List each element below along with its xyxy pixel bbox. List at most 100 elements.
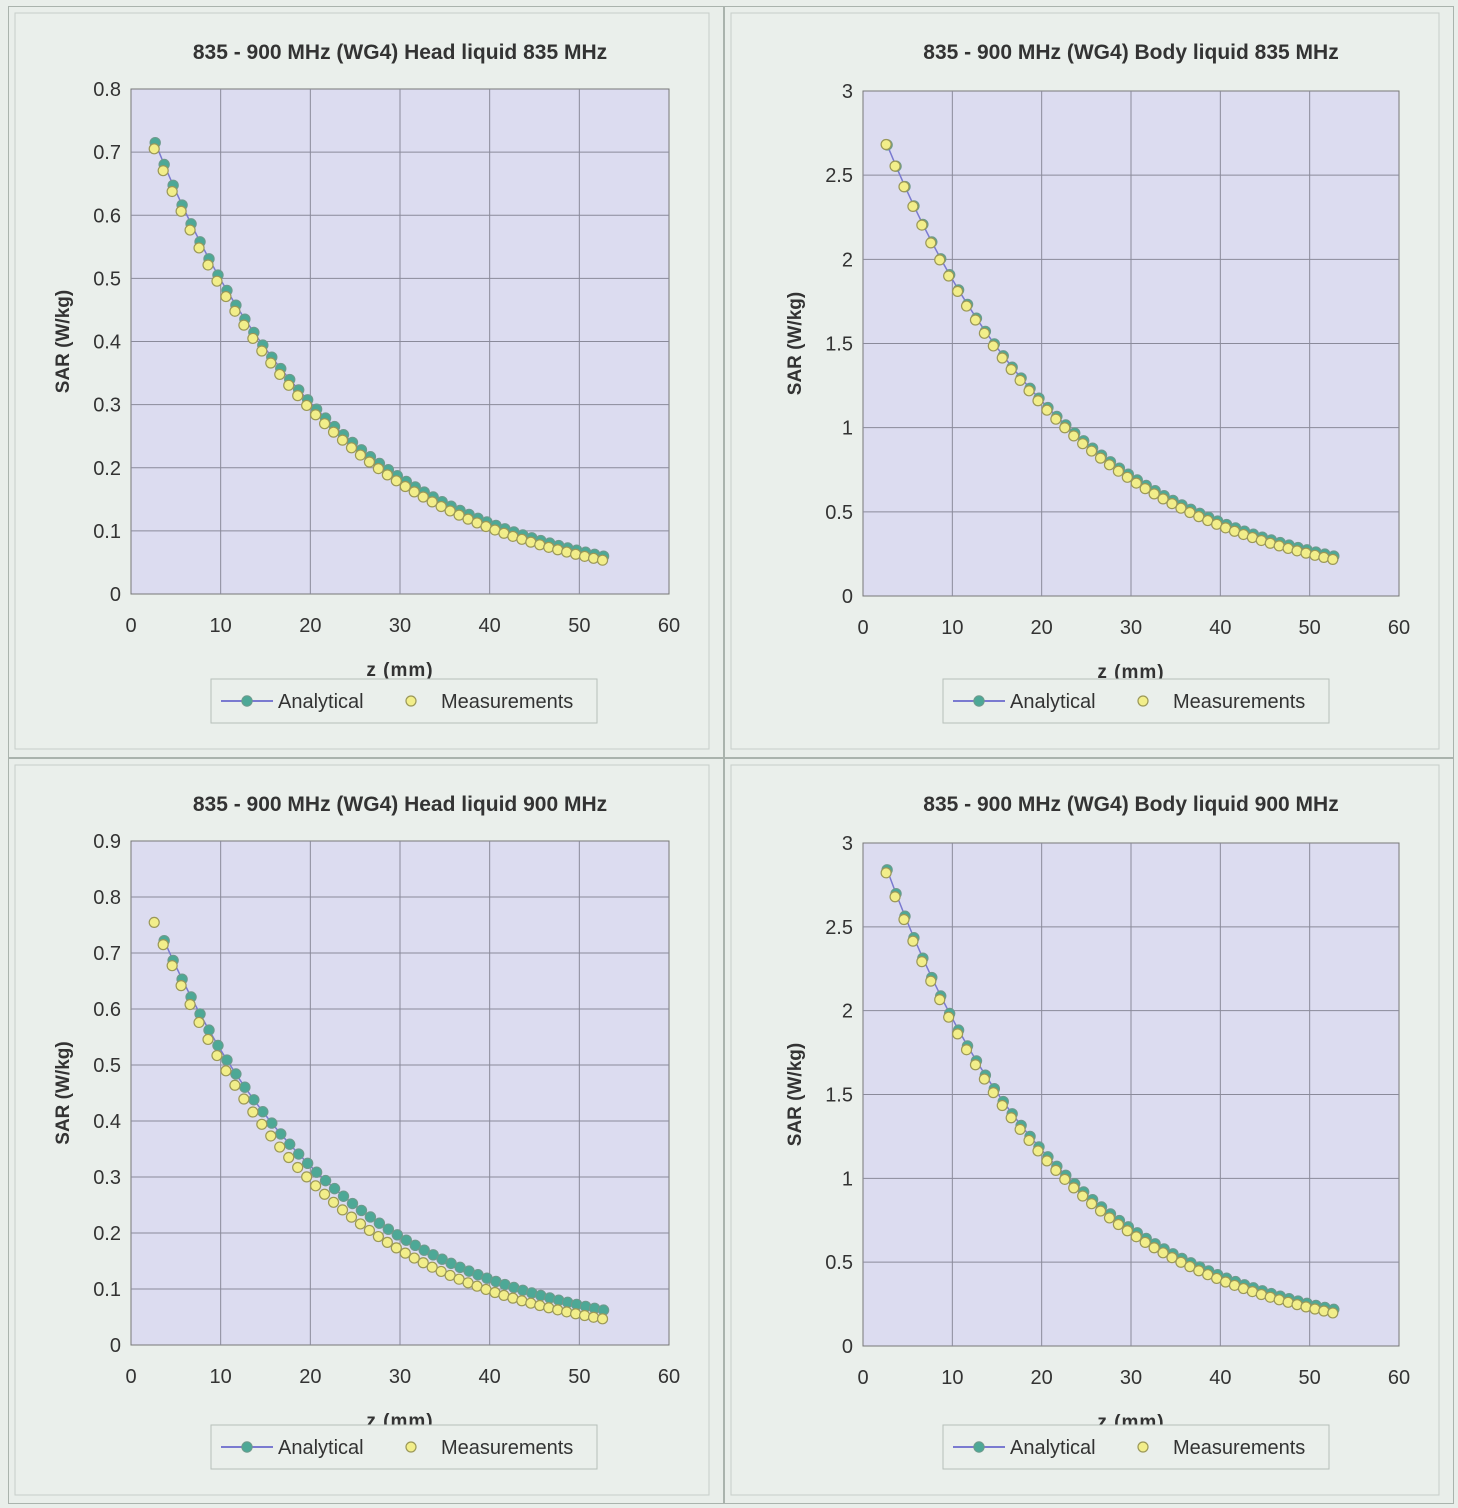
legend-marker-measurements [1137, 695, 1149, 707]
analytical-point [382, 1223, 395, 1235]
measurement-point [1068, 430, 1080, 442]
y-tick-label: 0.7 [93, 943, 121, 965]
measurement-point [256, 1118, 268, 1130]
measurement-point [1327, 1307, 1339, 1319]
x-tick-label: 50 [1299, 617, 1321, 639]
measurement-point [1121, 1225, 1133, 1237]
x-tick-label: 50 [568, 1366, 590, 1388]
measurement-point [363, 456, 376, 468]
measurement-point [354, 449, 367, 461]
y-tick-label: 0.1 [93, 521, 121, 543]
series-measurements [148, 143, 609, 566]
measurement-point [1059, 1173, 1071, 1185]
measurement-point [417, 1257, 429, 1269]
x-tick-label: 40 [1209, 1367, 1231, 1389]
legend-box [942, 678, 1330, 724]
measurement-point [193, 242, 205, 254]
measurement-point [390, 1242, 402, 1254]
measurement-point [987, 1087, 999, 1099]
measurement-point [220, 290, 232, 303]
measurement-point [596, 554, 609, 566]
measurement-point [1032, 1145, 1044, 1157]
legend-label-analytical: Analytical [278, 691, 364, 713]
measurement-point [534, 1299, 546, 1312]
measurement-point [426, 1261, 438, 1273]
y-tick-label: 0.5 [93, 1055, 121, 1077]
measurement-point [978, 1073, 990, 1085]
legend: Analytical Measurements [210, 678, 598, 724]
x-tick-label: 60 [1388, 617, 1410, 639]
legend-label-measurements: Measurements [441, 691, 573, 713]
x-tick-label: 40 [479, 615, 501, 637]
x-tick-label: 40 [1209, 617, 1231, 639]
legend-label-measurements: Measurements [441, 1437, 573, 1459]
measurement-point [1023, 1134, 1035, 1147]
measurement-point [310, 409, 322, 421]
measurement-point [274, 1141, 286, 1153]
analytical-point [427, 1249, 439, 1261]
measurement-point [1130, 477, 1142, 489]
x-tick-label: 30 [1120, 617, 1142, 639]
x-tick-label: 10 [210, 1366, 232, 1388]
y-tick-label: 2.5 [825, 917, 853, 939]
measurement-point [969, 314, 982, 326]
measurement-point [1005, 363, 1017, 376]
y-tick-label: 0.3 [93, 395, 121, 417]
measurement-point [925, 975, 937, 987]
measurement-point [1023, 385, 1035, 397]
x-tick-label: 50 [1299, 1367, 1321, 1389]
measurement-point [166, 185, 178, 198]
measurement-point [265, 1130, 277, 1142]
measurement-point [327, 1196, 340, 1208]
measurement-point [399, 480, 411, 493]
y-tick-label: 0 [110, 1335, 121, 1357]
measurement-point [969, 1059, 982, 1071]
analytical-point [355, 1204, 368, 1217]
measurement-point [381, 469, 393, 481]
measurement-point [596, 1313, 609, 1325]
measurement-point [951, 1028, 964, 1040]
analytical-point [364, 1211, 377, 1223]
measurement-point [166, 960, 178, 972]
analytical-point [284, 1138, 296, 1150]
x-tick-label: 20 [299, 1366, 321, 1388]
series-measurements [880, 867, 1339, 1319]
y-tick-label: 1.5 [825, 1085, 853, 1107]
measurement-point [238, 319, 250, 331]
measurement-point [907, 200, 919, 212]
analytical-point [221, 1054, 233, 1066]
measurement-point [354, 1218, 367, 1230]
measurement-point [211, 1049, 223, 1062]
measurement-point [1148, 488, 1160, 500]
x-tick-label: 60 [1388, 1367, 1410, 1389]
measurement-point [256, 345, 268, 357]
measurement-point [1041, 1155, 1053, 1167]
measurement-point [889, 891, 901, 903]
measurement-point [1094, 1205, 1107, 1217]
x-tick-label: 10 [941, 1367, 963, 1389]
analytical-point [292, 1148, 305, 1160]
measurement-point [587, 552, 600, 564]
x-tick-label: 20 [1031, 1367, 1053, 1389]
measurement-point [943, 1011, 955, 1023]
measurement-point [996, 352, 1008, 364]
legend-marker-analytical [241, 1441, 253, 1453]
x-tick-label: 0 [857, 1367, 868, 1389]
series-measurements [148, 916, 609, 1325]
y-tick-label: 0.4 [93, 332, 121, 354]
x-tick-label: 0 [125, 615, 136, 637]
series-analytical [158, 934, 610, 1316]
measurement-point [907, 935, 919, 947]
legend-marker-measurements [405, 1441, 417, 1453]
measurement-point [898, 181, 910, 193]
measurement-point [916, 956, 928, 968]
measurement-point [925, 237, 937, 249]
analytical-point [418, 1244, 430, 1256]
chart-title: 835 - 900 MHz (WG4) Body liquid 835 MHz [923, 41, 1338, 64]
y-axis-label: SAR (W/kg) [785, 292, 806, 395]
x-tick-label: 0 [125, 1366, 136, 1388]
measurement-point [274, 368, 286, 381]
measurement-point [301, 1171, 313, 1183]
legend-label-measurements: Measurements [1173, 1437, 1305, 1459]
x-tick-label: 60 [658, 1366, 680, 1388]
